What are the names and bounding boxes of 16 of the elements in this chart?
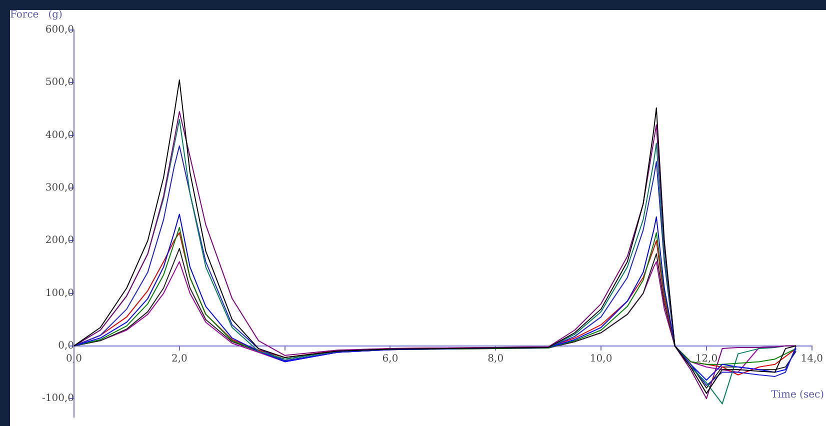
y-tick-label: 400,0	[45, 130, 74, 141]
y-tick-label: 300,0	[45, 182, 74, 194]
y-axis-title: Force (g)	[10, 10, 63, 21]
x-tick-label: 2,0	[171, 354, 188, 365]
x-tick-label: 8,0	[488, 354, 504, 365]
y-tick-label: 200,0	[45, 235, 74, 246]
x-tick-label: 6,0	[382, 354, 398, 365]
x-tick-label: 12,0	[695, 354, 718, 365]
y-tick-label: 0,0	[58, 340, 74, 352]
y-tick-label: 500,0	[45, 77, 74, 88]
x-tick-label: 10,0	[590, 354, 612, 365]
y-tick-label: 100,0	[45, 288, 74, 299]
x-axis-title: Time (sec)	[771, 390, 824, 401]
y-tick-label: -100,0	[42, 393, 74, 404]
y-tick-label: 600,0	[45, 24, 74, 36]
x-tick-label: 14,0	[800, 354, 823, 365]
